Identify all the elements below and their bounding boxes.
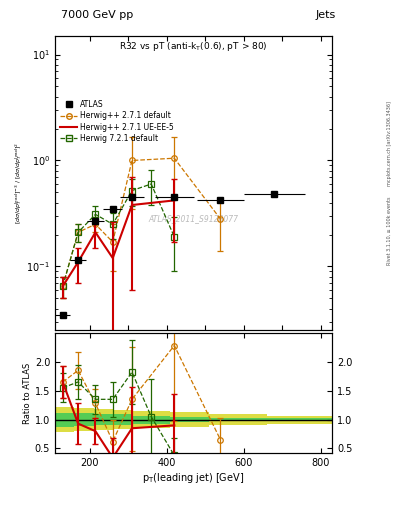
- Text: mcplots.cern.ch [arXiv:1306.3436]: mcplots.cern.ch [arXiv:1306.3436]: [387, 101, 391, 186]
- Text: ATLAS_2011_S9128077: ATLAS_2011_S9128077: [149, 214, 239, 223]
- Text: Jets: Jets: [316, 10, 336, 20]
- Y-axis label: $[d\sigma/dp_T^\mathrm{lead}]^{-3}$ / $[d\sigma/dp_T^\mathrm{lead}]^{2}$: $[d\sigma/dp_T^\mathrm{lead}]^{-3}$ / $[…: [13, 142, 24, 224]
- X-axis label: p$_\mathregular{T}$(leading jet) [GeV]: p$_\mathregular{T}$(leading jet) [GeV]: [143, 471, 244, 485]
- Text: 7000 GeV pp: 7000 GeV pp: [61, 10, 133, 20]
- Text: R32 vs pT (anti-k$_\mathregular{T}$(0.6), pT > 80): R32 vs pT (anti-k$_\mathregular{T}$(0.6)…: [119, 40, 268, 53]
- Text: Rivet 3.1.10, ≥ 100k events: Rivet 3.1.10, ≥ 100k events: [387, 196, 391, 265]
- Y-axis label: Ratio to ATLAS: Ratio to ATLAS: [23, 362, 32, 423]
- Legend: ATLAS, Herwig++ 2.7.1 default, Herwig++ 2.7.1 UE-EE-5, Herwig 7.2.1 default: ATLAS, Herwig++ 2.7.1 default, Herwig++ …: [59, 98, 176, 144]
